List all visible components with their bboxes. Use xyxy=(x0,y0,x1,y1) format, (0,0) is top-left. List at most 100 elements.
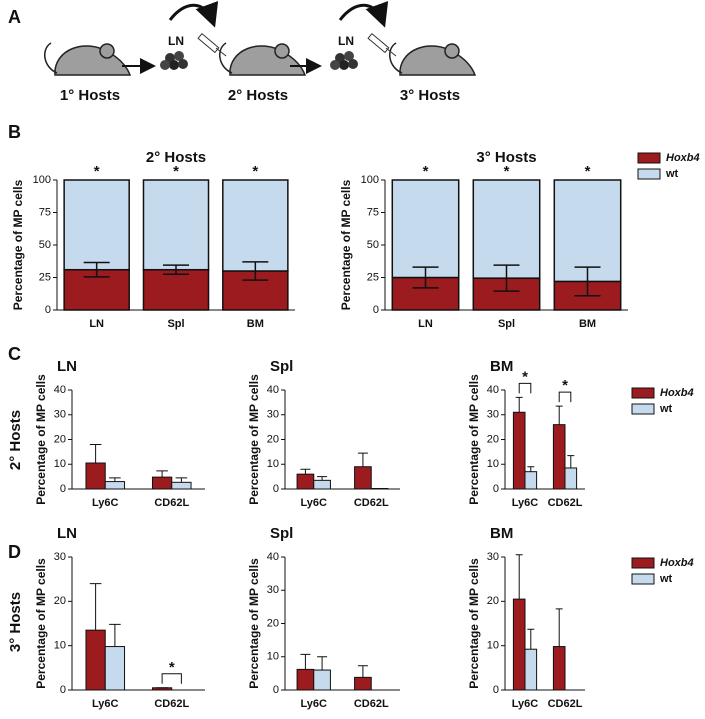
error-bar xyxy=(317,656,328,671)
bar xyxy=(552,424,566,490)
y-axis-label: Percentage of MP cells xyxy=(11,179,25,310)
legend-label: wt xyxy=(665,168,679,180)
error-bar xyxy=(555,405,563,425)
legend-swatch xyxy=(631,387,655,399)
significance: * xyxy=(504,163,510,180)
error-bar xyxy=(317,476,328,481)
x-tick-label: BM xyxy=(247,318,264,330)
bar xyxy=(296,473,315,490)
x-tick-label: LN xyxy=(418,318,433,330)
significance: * xyxy=(94,163,100,180)
y-tick-label: 0 xyxy=(60,684,66,696)
y-tick-label: 0 xyxy=(45,304,51,316)
y-axis-label: Percentage of MP cells xyxy=(339,179,353,310)
bar xyxy=(552,646,566,691)
error-bar xyxy=(567,455,575,468)
error-bar xyxy=(555,608,563,647)
row-label: 2° Hosts xyxy=(7,410,24,470)
error-bar xyxy=(515,396,523,413)
error-bar xyxy=(109,477,121,482)
y-tick-label: 30 xyxy=(267,409,279,421)
significance: * xyxy=(585,163,591,180)
y-tick-label: 20 xyxy=(54,595,66,607)
y-tick-label: 50 xyxy=(367,239,379,251)
y-tick-label: 10 xyxy=(267,458,279,470)
error-bar xyxy=(493,264,520,292)
y-tick-label: 30 xyxy=(487,551,499,563)
significance-bracket xyxy=(161,673,182,684)
legend-swatch xyxy=(637,152,661,164)
chart-title: 3° Hosts xyxy=(476,149,536,166)
y-tick-label: 20 xyxy=(54,433,66,445)
mouse-icon xyxy=(219,42,306,76)
bar xyxy=(512,598,526,691)
error-bar xyxy=(89,443,102,464)
legend-swatch xyxy=(631,573,655,585)
bar-segment xyxy=(472,179,541,279)
y-tick-label: 0 xyxy=(273,483,279,495)
x-tick-label: Ly6C xyxy=(512,497,539,509)
error-bar xyxy=(89,583,102,631)
error-bar xyxy=(83,261,110,278)
bar xyxy=(296,668,315,691)
y-tick-label: 0 xyxy=(373,304,379,316)
y-axis-label: Percentage of MP cells xyxy=(467,558,481,689)
y-tick-label: 50 xyxy=(39,239,51,251)
ln-label: LN xyxy=(168,34,184,48)
bar xyxy=(564,467,578,490)
bar xyxy=(524,471,538,490)
chart-title: LN xyxy=(57,525,77,542)
ln-label: LN xyxy=(338,34,354,48)
legend-label: wt xyxy=(659,403,673,415)
curved-arrow xyxy=(168,0,219,28)
host-label: 1° Hosts xyxy=(60,87,120,104)
panel-label: B xyxy=(8,122,21,142)
significance: * xyxy=(252,163,258,180)
chart-title: BM xyxy=(490,525,513,542)
bar-segment xyxy=(222,179,289,272)
significance-bracket xyxy=(518,382,532,394)
panel-label: C xyxy=(8,344,21,364)
bar-segment xyxy=(142,268,210,311)
error-bar xyxy=(175,477,188,483)
y-tick-label: 20 xyxy=(487,433,499,445)
syringe xyxy=(197,33,227,57)
error-bar xyxy=(242,261,269,281)
significance: * xyxy=(423,163,429,180)
y-tick-label: 40 xyxy=(267,384,279,396)
error-bar xyxy=(527,628,535,650)
y-tick-label: 30 xyxy=(54,551,66,563)
y-tick-label: 75 xyxy=(367,206,379,218)
y-tick-label: 75 xyxy=(39,206,51,218)
y-tick-label: 10 xyxy=(54,640,66,652)
error-bar xyxy=(574,266,601,297)
x-tick-label: CD62L xyxy=(548,698,583,710)
error-bar xyxy=(357,452,368,467)
chart-title: BM xyxy=(490,358,513,375)
y-tick-label: 20 xyxy=(487,595,499,607)
y-tick-label: 30 xyxy=(487,409,499,421)
cell-cluster xyxy=(330,51,358,70)
mouse-icon xyxy=(44,42,131,76)
bar xyxy=(104,481,126,490)
error-bar xyxy=(412,266,439,289)
bar xyxy=(171,481,192,490)
x-tick-label: Ly6C xyxy=(512,698,539,710)
error-bar xyxy=(527,466,535,472)
legend-swatch xyxy=(631,403,655,415)
significance: * xyxy=(169,659,175,676)
x-tick-label: Ly6C xyxy=(301,497,328,509)
cell-cluster xyxy=(160,51,188,70)
x-tick-label: CD62L xyxy=(154,497,189,509)
chart-title: Spl xyxy=(270,525,293,542)
y-tick-label: 0 xyxy=(493,483,499,495)
y-tick-label: 20 xyxy=(267,433,279,445)
y-axis-label: Percentage of MP cells xyxy=(467,374,481,505)
error-bar xyxy=(515,554,523,600)
x-tick-label: CD62L xyxy=(354,497,389,509)
x-tick-label: BM xyxy=(579,318,596,330)
y-axis-label: Percentage of MP cells xyxy=(34,374,48,505)
legend-label: Hoxb4 xyxy=(660,557,694,569)
y-tick-label: 0 xyxy=(60,483,66,495)
